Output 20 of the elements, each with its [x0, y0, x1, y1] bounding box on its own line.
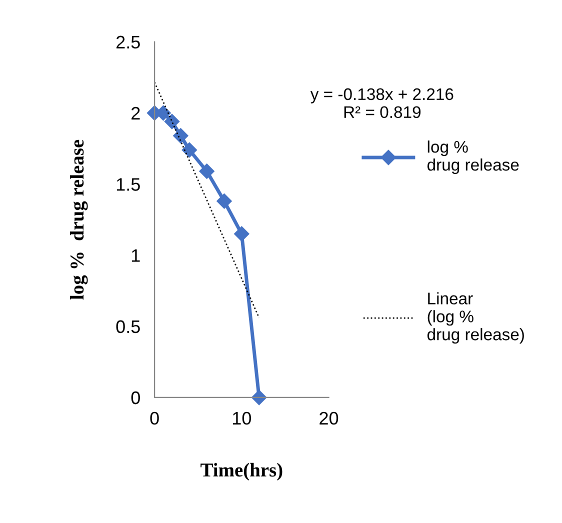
y-tick-label: 2.5: [116, 36, 140, 49]
annotation: y = -0.138x + 2.216 R² = 0.819: [310, 88, 454, 118]
legend-label: Linear (log % drug release): [427, 292, 524, 344]
y-tick-label: 1.5: [116, 178, 140, 191]
y-tick-label: 0.5: [116, 320, 140, 334]
y-tick-label: 1: [132, 249, 140, 262]
legend-label: log % drug release: [427, 140, 519, 174]
point: [173, 128, 188, 144]
point: [234, 226, 250, 242]
point: [182, 142, 197, 158]
point: [199, 164, 214, 179]
point: [164, 114, 180, 130]
y-tick-label: 0: [131, 391, 140, 404]
y-tick-label: 2: [132, 106, 140, 120]
x-axis-title: Time(hrs): [200, 462, 282, 481]
x-tick-label: 20: [320, 412, 338, 425]
x-tick-label: 0: [150, 412, 159, 425]
point: [216, 194, 232, 209]
y-axis-title: log % drug release: [70, 140, 88, 300]
x-tick-label: 10: [232, 412, 251, 425]
